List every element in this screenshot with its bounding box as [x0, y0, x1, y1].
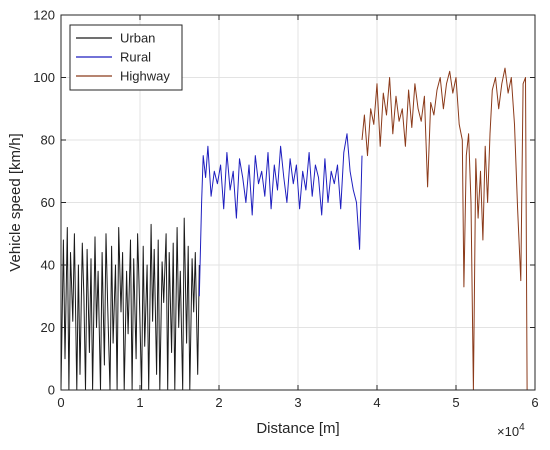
y-tick-label: 80 — [41, 133, 55, 148]
y-tick-label: 60 — [41, 195, 55, 210]
y-axis-label: Vehicle speed [km/h] — [7, 133, 24, 271]
x-tick-label: 1 — [136, 395, 143, 410]
x-tick-label: 6 — [531, 395, 538, 410]
series-line-highway — [361, 67, 528, 391]
x-axis-label: Distance [m] — [256, 420, 339, 437]
x-tick-label: 4 — [373, 395, 380, 410]
x-axis-exponent: ×104 — [497, 422, 525, 439]
x-axis-exponent-power: 4 — [519, 422, 525, 433]
series-line-rural — [198, 133, 363, 297]
legend-label: Urban — [120, 31, 155, 46]
x-tick-label: 2 — [215, 395, 222, 410]
y-tick-label: 100 — [33, 70, 55, 85]
y-tick-label: 120 — [33, 8, 55, 23]
series-layer — [60, 67, 528, 391]
x-axis-exponent-base: ×10 — [497, 424, 519, 439]
legend: Urban Rural Highway — [69, 24, 183, 91]
y-tick-label: 0 — [48, 383, 55, 398]
legend-label: Rural — [120, 50, 151, 65]
x-tick-label: 3 — [294, 395, 301, 410]
series-line-urban — [60, 217, 200, 391]
x-tick-label: 5 — [452, 395, 459, 410]
x-tick-label: 0 — [57, 395, 64, 410]
y-tick-label: 40 — [41, 258, 55, 273]
y-tick-label: 20 — [41, 320, 55, 335]
legend-label: Highway — [120, 69, 170, 84]
